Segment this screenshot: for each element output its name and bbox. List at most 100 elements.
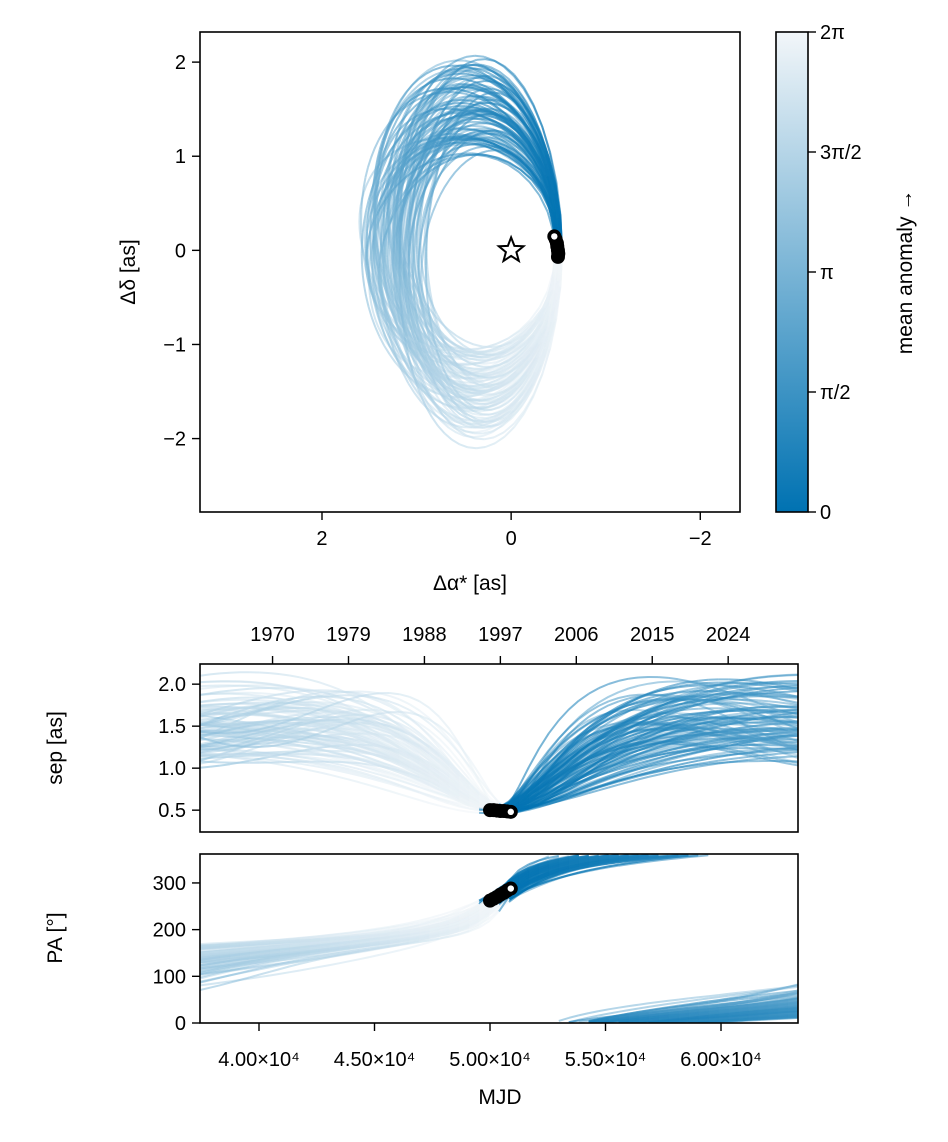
orbit-segment [487, 375, 498, 379]
orbit-segment [392, 188, 396, 201]
orbit-segment [462, 120, 472, 125]
sky-orbits [358, 54, 564, 450]
orbit-segment [473, 435, 483, 439]
orbit-segment [474, 383, 485, 387]
orbit-segment [364, 214, 369, 224]
orbit-segment [489, 412, 498, 416]
orbit-segment [460, 400, 468, 409]
orbit-segment [421, 210, 426, 219]
orbit-segment [372, 311, 377, 320]
orbit-segment [425, 237, 428, 252]
orbit-segment [447, 107, 457, 111]
orbit-segment [507, 114, 518, 124]
orbit-segment [464, 76, 474, 80]
orbit-segment [447, 404, 455, 414]
orbit-segment [434, 390, 444, 396]
orbit-segment [428, 297, 435, 307]
orbit-segment [432, 314, 438, 326]
orbit-segment [387, 249, 391, 261]
orbit-segment [530, 142, 540, 156]
orbit-segment [464, 118, 472, 125]
orbit-segment [524, 158, 536, 170]
orbit-segment [403, 105, 411, 115]
orbit-segment [416, 209, 421, 223]
orbit-segment [363, 210, 368, 222]
orbit-segment [418, 239, 422, 251]
orbit-segment [514, 150, 526, 160]
orbit-segment [533, 164, 544, 179]
orbit-segment [361, 221, 366, 233]
orbit-segment [479, 129, 488, 134]
orbit-segment [469, 386, 479, 393]
orbit-segment [430, 396, 442, 404]
orbit-segment [439, 186, 446, 196]
orbit-segment [470, 116, 481, 121]
orbit-segment [452, 90, 461, 99]
orbit-segment [364, 166, 369, 178]
orbit-segment [430, 353, 439, 364]
orbit-segment [370, 303, 374, 312]
orbit-segment [402, 175, 410, 184]
orbit-segment [447, 119, 457, 128]
orbit-segment [524, 131, 534, 146]
orbit-segment [465, 54, 476, 58]
orbit-segment [531, 161, 541, 176]
orbit-segment [464, 386, 474, 391]
orbit-segment [466, 376, 476, 380]
orbit-segment [420, 168, 428, 175]
orbit-segment [475, 362, 486, 365]
orbit-segment [464, 434, 474, 439]
orbit-segment [463, 143, 472, 147]
orbit-segment [524, 132, 536, 147]
orbit-segment [416, 205, 421, 218]
orbit-segment [405, 226, 410, 240]
orbit-segment [510, 355, 521, 364]
orbit-segment [484, 436, 495, 441]
orbit-segment [496, 396, 508, 405]
orbit-segment [464, 112, 475, 116]
orbit-segment [473, 350, 484, 353]
orbit-segment [431, 202, 438, 213]
orbit-segment [385, 246, 388, 258]
orbit-segment [445, 160, 453, 168]
orbit-segment [384, 336, 391, 347]
orbit-segment [373, 226, 377, 241]
orbit-segment [476, 364, 484, 368]
orbit-segment [370, 187, 374, 201]
orbit-segment [368, 294, 373, 304]
orbit-segment [388, 260, 392, 272]
orbit-segment [441, 413, 451, 424]
orbit-segment [365, 178, 371, 186]
orbit-segment [468, 130, 477, 135]
orbit-segment [443, 178, 451, 188]
orbit-segment [480, 136, 490, 140]
orbit-segment [439, 105, 448, 116]
orbit-segment [425, 291, 429, 305]
orbit-segment [531, 168, 541, 180]
orbit-segment [531, 318, 542, 332]
orbit-segment [449, 102, 460, 105]
orbit-segment [437, 169, 444, 180]
orbit-segment [498, 394, 511, 405]
orbit-segment [479, 114, 490, 118]
orbit-segment [388, 129, 396, 141]
orbit-segment [480, 149, 489, 154]
orbit-segment [420, 256, 424, 266]
orbit-segment [359, 199, 363, 207]
orbit-segment [476, 360, 487, 365]
orbit-segment [462, 386, 472, 392]
orbit-segment [490, 355, 502, 360]
orbit-segment [513, 338, 525, 348]
orbit-segment [479, 353, 488, 356]
orbit-segment [402, 225, 406, 239]
orbit-segment [494, 366, 504, 373]
orbit-segment [411, 204, 415, 217]
orbit-segment [388, 345, 396, 355]
orbit-segment [388, 353, 397, 364]
orbit-segment [438, 107, 448, 111]
orbit-segment [374, 326, 381, 337]
orbit-segment [471, 152, 484, 156]
orbit-segment [469, 146, 478, 151]
orbit-segment [405, 212, 409, 224]
orbit-segment [494, 391, 504, 395]
